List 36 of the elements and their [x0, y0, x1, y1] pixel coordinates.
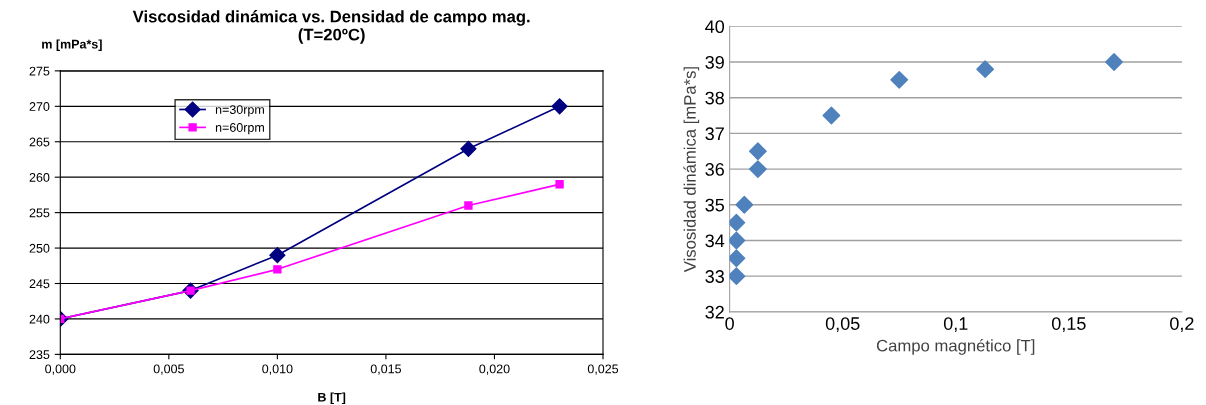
- y-axis-title: m [mPa*s]: [42, 39, 102, 52]
- x-tick-label: 0,005: [153, 364, 184, 375]
- legend-label: n=60rpm: [215, 123, 264, 135]
- y-tick-label: 265: [29, 137, 50, 147]
- x-axis-title: Campo magnético [T]: [876, 339, 1035, 355]
- y-tick-label: 38: [705, 91, 724, 105]
- y-tick-label: 270: [29, 102, 50, 111]
- y-tick-label: 34: [705, 234, 725, 248]
- y-tick-label: 40: [705, 20, 725, 34]
- y-tick-label: 245: [29, 279, 50, 289]
- x-tick-label: 0,020: [479, 364, 510, 375]
- x-tick-label: 0,010: [262, 364, 293, 375]
- legend-label: n=30rpm: [215, 105, 264, 117]
- x-tick-label: 0: [725, 317, 734, 330]
- y-tick-label: 39: [705, 55, 724, 69]
- y-tick-label: 260: [29, 172, 50, 182]
- x-tick-label: 0,05: [825, 317, 860, 333]
- y-tick-label: 250: [29, 243, 50, 253]
- x-tick-label: 0,000: [45, 364, 76, 375]
- x-tick-label: 0,025: [587, 364, 619, 375]
- y-tick-label: 235: [29, 350, 50, 360]
- y-tick-label: 33: [705, 270, 724, 283]
- x-tick-label: 0,15: [1051, 317, 1086, 333]
- chart-title: Viscosidad dinámica vs. Densidad de campo mag. (T=20ºC): [132, 10, 530, 44]
- y-tick-label: 255: [29, 208, 50, 218]
- y-tick-label: 36: [705, 163, 724, 176]
- y-tick-label: 32: [705, 305, 724, 319]
- x-tick-label: 0,1: [943, 317, 968, 333]
- x-axis-title: B [T]: [318, 392, 346, 405]
- y-tick-label: 37: [705, 127, 724, 141]
- y-tick-label: 275: [29, 66, 50, 76]
- y-tick-label: 35: [705, 198, 725, 212]
- y-tick-label: 240: [29, 314, 50, 324]
- x-tick-label: 0,2: [1170, 317, 1194, 333]
- y-axis-title: Visosidad dinámica [mPa*s]: [683, 67, 700, 273]
- x-tick-label: 0,015: [370, 364, 402, 375]
